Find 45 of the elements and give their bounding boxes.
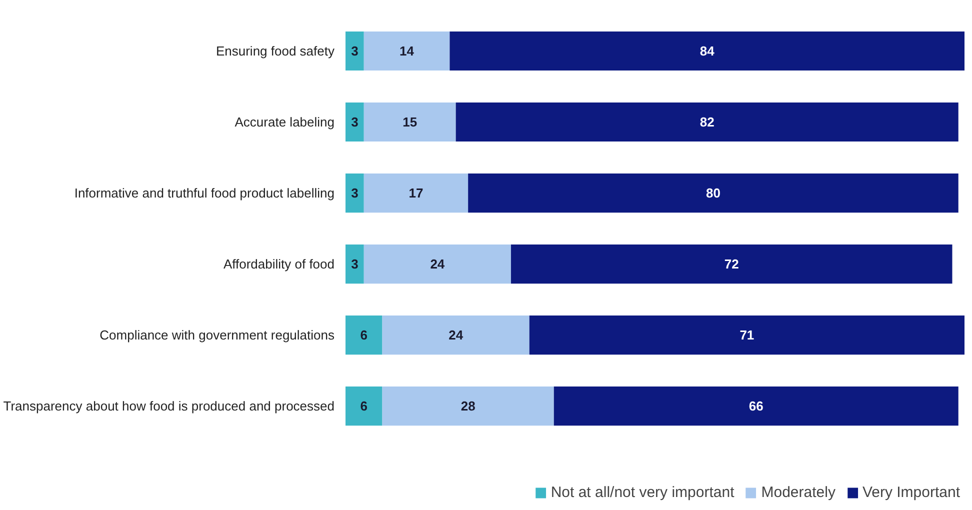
data-label: 6: [360, 398, 368, 414]
data-label: 6: [360, 328, 368, 343]
y-tick-label: Informative and truthful food product labelling: [74, 186, 335, 201]
bar: [364, 244, 511, 284]
y-tick-label: Compliance with government regulations: [100, 328, 335, 343]
bar: [364, 31, 450, 71]
y-tick-label: Ensuring food safety: [216, 44, 335, 59]
bar: [382, 316, 530, 355]
bar: [456, 102, 958, 142]
data-label: 17: [408, 186, 424, 201]
bar: [346, 386, 382, 426]
bar: [468, 174, 958, 213]
bar: [529, 316, 964, 355]
data-label: 24: [430, 256, 446, 272]
bar: [510, 244, 952, 284]
data-label: 66: [748, 398, 764, 414]
data-label: 71: [740, 328, 754, 343]
data-label: 24: [448, 328, 464, 343]
bar: [346, 174, 364, 213]
y-tick-label: Accurate labeling: [234, 114, 335, 130]
data-label: 14: [400, 44, 415, 59]
bar: [364, 102, 456, 142]
data-label: 3: [351, 256, 358, 272]
y-tick-label: Affordability of food: [223, 256, 335, 272]
bar: [382, 386, 554, 426]
bar: [346, 316, 382, 355]
data-label: 28: [460, 398, 476, 414]
data-label: 82: [700, 114, 714, 130]
data-label: 3: [351, 186, 358, 201]
data-label: 15: [402, 114, 418, 130]
bar: [346, 102, 364, 142]
data-label: 3: [351, 114, 358, 130]
bar: [346, 31, 364, 71]
bar: [450, 31, 964, 71]
legend-label: Moderately: [761, 484, 836, 501]
data-label: 3: [351, 44, 358, 59]
legend-label: Very Important: [862, 484, 960, 501]
y-tick-label: Transparency about how food is produced and processed: [3, 398, 335, 414]
bar: [346, 244, 364, 284]
legend-label: Not at all/not very important: [550, 484, 734, 501]
data-label: 72: [724, 256, 739, 272]
data-label: 84: [700, 44, 716, 59]
data-label: 80: [706, 186, 720, 201]
bar: [554, 386, 958, 426]
bar: [364, 174, 468, 213]
